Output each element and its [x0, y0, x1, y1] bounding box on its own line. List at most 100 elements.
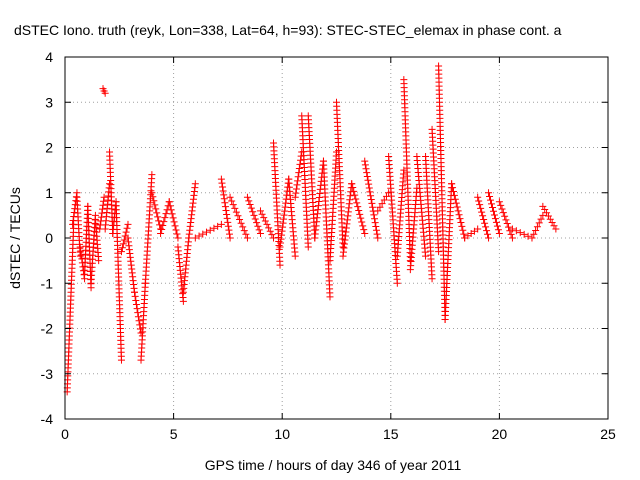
data-point [279, 219, 287, 227]
data-point [291, 252, 299, 260]
data-point [136, 321, 144, 329]
data-point [348, 180, 356, 188]
data-point [101, 89, 109, 97]
data-point [355, 207, 363, 215]
data-point [278, 227, 286, 235]
data-point [354, 203, 362, 211]
data-point [123, 224, 131, 232]
data-point [508, 225, 516, 233]
data-point [488, 200, 496, 208]
data-point [365, 184, 373, 192]
data-point [281, 203, 289, 211]
data-point [69, 220, 77, 228]
data-point [478, 208, 486, 216]
data-point [495, 198, 503, 206]
data-point [490, 211, 498, 219]
data-point [499, 209, 507, 217]
data-point [224, 218, 232, 226]
data-point [214, 222, 222, 230]
data-point [78, 255, 86, 263]
data-point [294, 173, 302, 181]
data-point [219, 183, 227, 191]
axis-ticks: 0 5 10 15 20 25 -4 -3 -2 -1 0 1 2 3 4 [41, 49, 616, 442]
data-point [118, 244, 126, 252]
data-point [485, 234, 493, 242]
data-point [76, 243, 84, 251]
x-tick-label: 0 [61, 426, 69, 442]
data-point [247, 204, 255, 212]
data-point [263, 220, 271, 228]
data-point [132, 296, 140, 304]
data-point [360, 226, 368, 234]
data-point [246, 201, 254, 209]
data-point [452, 199, 460, 207]
data-point [72, 197, 80, 205]
data-point [373, 230, 381, 238]
data-point [459, 226, 467, 234]
data-point [255, 226, 263, 234]
data-point [239, 223, 247, 231]
data-point [117, 248, 125, 256]
x-tick-label: 15 [383, 426, 399, 442]
data-point [508, 234, 516, 242]
x-tick-label: 5 [170, 426, 178, 442]
data-point [477, 204, 485, 212]
data-point [498, 205, 506, 213]
data-point [530, 230, 538, 238]
data-point [533, 223, 541, 231]
data-point [149, 193, 157, 201]
data-point [122, 228, 130, 236]
data-point [226, 234, 234, 242]
data-point [505, 223, 513, 231]
data-point [280, 215, 288, 223]
data-point [100, 193, 108, 201]
data-point [491, 215, 499, 223]
data-point [512, 227, 520, 235]
data-point [393, 279, 401, 287]
data-point [77, 251, 85, 259]
data-point [361, 229, 369, 237]
data-point [160, 218, 168, 226]
data-point [148, 189, 156, 197]
data-point [106, 180, 114, 188]
data-point [380, 196, 388, 204]
data-point [537, 215, 545, 223]
data-point [528, 234, 536, 242]
data-point [475, 197, 483, 205]
data-point [493, 222, 501, 230]
data-point [217, 220, 225, 228]
data-point [351, 191, 359, 199]
data-point [158, 226, 166, 234]
data-point [371, 219, 379, 227]
data-point [195, 232, 203, 240]
data-point [455, 211, 463, 219]
data-point [489, 207, 497, 215]
data-point [293, 181, 301, 189]
data-point [552, 225, 560, 233]
data-point [170, 218, 178, 226]
data-point [503, 220, 511, 228]
data-point [236, 215, 244, 223]
data-point [454, 207, 462, 215]
data-point [516, 229, 524, 237]
data-point [137, 329, 145, 337]
data-point [278, 231, 286, 239]
data-point [277, 235, 285, 243]
data-point [98, 209, 106, 217]
x-axis-label: GPS time / hours of day 346 of year 2011 [205, 457, 462, 473]
data-point [550, 222, 558, 230]
data-point [221, 199, 229, 207]
data-point [357, 214, 365, 222]
data-point [449, 184, 457, 192]
data-point [482, 223, 490, 231]
data-point [448, 180, 456, 188]
data-point [366, 188, 374, 196]
data-point [451, 195, 459, 203]
data-point [202, 228, 210, 236]
data-point [256, 207, 264, 215]
data-point [532, 226, 540, 234]
data-point [135, 317, 143, 325]
data-point [117, 356, 125, 364]
x-tick-label: 20 [492, 426, 508, 442]
